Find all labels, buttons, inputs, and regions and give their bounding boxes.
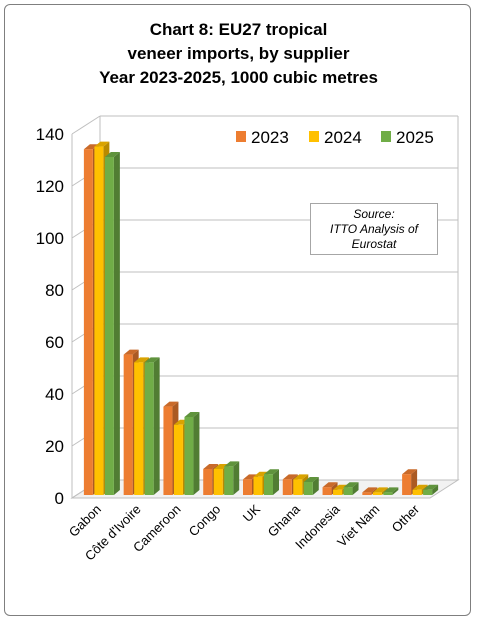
bar-2024 — [94, 146, 104, 495]
legend-swatch-2025 — [381, 131, 391, 142]
bar-top-2025 — [303, 477, 319, 482]
bar-top-2023 — [402, 469, 418, 475]
y-tick-label: 60 — [45, 333, 64, 352]
bar-2023 — [163, 406, 173, 495]
bar-top-2024 — [94, 141, 110, 147]
bar-2023 — [322, 487, 332, 495]
bar-top-2023 — [243, 474, 258, 480]
bar-2025 — [184, 417, 194, 495]
bar-top-2025 — [264, 469, 279, 475]
chart-title-line-3: Year 2023-2025, 1000 cubic metres — [99, 68, 378, 87]
bar-2024 — [134, 362, 144, 495]
bar-top-2023 — [163, 401, 179, 407]
bar-2023 — [402, 474, 412, 495]
bar-2024 — [213, 469, 223, 495]
gridline-side — [71, 115, 101, 135]
bar-2024 — [412, 489, 422, 495]
bar-top-2024 — [213, 464, 229, 469]
legend-swatch-2024 — [309, 131, 319, 142]
bar-2024 — [253, 476, 263, 495]
bar-side-2025 — [113, 152, 120, 495]
bar-top-2024 — [134, 357, 150, 363]
bar-side-2025 — [153, 357, 160, 495]
bar-top-2024 — [293, 474, 309, 480]
source-annotation: Source: ITTO Analysis of Eurostat — [310, 203, 438, 255]
source-line-1: Source: — [353, 207, 395, 221]
bar-top-2024 — [372, 487, 388, 493]
bar-side-2025 — [352, 482, 359, 495]
y-tick-label: 100 — [36, 229, 64, 248]
bar-side-2025 — [193, 412, 200, 495]
bar-top-2024 — [253, 471, 269, 477]
x-tick-label: Viet Nam — [334, 502, 382, 550]
bar-top-2023 — [362, 487, 378, 493]
bar-2023 — [123, 354, 133, 495]
bar-top-2023 — [203, 464, 219, 469]
bar-top-2025 — [423, 484, 439, 490]
bar-2025 — [104, 157, 114, 495]
bar-2025 — [144, 362, 154, 495]
legend-label: 2024 — [324, 128, 362, 147]
bar-2023 — [83, 149, 93, 495]
bar-side-2025 — [432, 484, 439, 495]
bar-top-2025 — [343, 482, 359, 488]
bar-side-2025 — [392, 487, 399, 495]
bar-2024 — [333, 489, 343, 495]
y-tick-label: 80 — [45, 281, 64, 300]
y-tick-label: 40 — [45, 385, 64, 404]
y-tick-label: 0 — [55, 489, 64, 508]
y-tick-label: 20 — [45, 437, 64, 456]
bar-top-2024 — [412, 484, 428, 490]
bar-top-2023 — [322, 482, 338, 488]
legend-label: 2025 — [396, 128, 434, 147]
bar-top-2023 — [83, 144, 99, 150]
bar-2024 — [293, 479, 303, 495]
bar-side-2025 — [233, 461, 240, 495]
bar-top-2025 — [144, 357, 160, 363]
bar-2023 — [203, 469, 213, 495]
bar-top-2025 — [383, 487, 399, 493]
chart-title: Chart 8: EU27 tropical veneer imports, b… — [0, 18, 477, 90]
y-tick-label: 140 — [36, 125, 64, 144]
bar-2024 — [173, 424, 183, 495]
bar-top-2023 — [282, 474, 298, 480]
legend-label: 2023 — [251, 128, 289, 147]
bar-2025 — [423, 489, 433, 495]
source-line-2: ITTO Analysis of — [329, 222, 419, 236]
bar-2025 — [264, 474, 273, 495]
chart-title-line-2: veneer imports, by supplier — [127, 44, 350, 63]
bar-side-2025 — [312, 477, 319, 495]
bar-side-2025 — [273, 469, 279, 495]
bar-top-2025 — [224, 461, 240, 467]
bar-2025 — [383, 492, 393, 495]
bar-2024 — [372, 492, 382, 495]
source-line-3: Eurostat — [351, 237, 397, 251]
x-tick-label: Gabon — [66, 502, 104, 540]
bar-2023 — [282, 479, 292, 495]
x-tick-label: UK — [240, 501, 264, 525]
bar-2025 — [224, 466, 234, 495]
bar-top-2025 — [184, 412, 200, 417]
x-tick-label: Indonesia — [292, 501, 343, 552]
bar-2023 — [362, 492, 372, 495]
bar-2023 — [243, 479, 252, 495]
bar-2025 — [303, 482, 313, 495]
x-tick-label: Other — [389, 501, 423, 535]
legend-swatch-2023 — [236, 131, 246, 142]
y-tick-label: 120 — [36, 177, 64, 196]
chart-title-line-1: Chart 8: EU27 tropical — [149, 20, 328, 39]
bar-top-2024 — [333, 484, 349, 490]
bar-top-2025 — [104, 152, 120, 157]
x-tick-label: Ghana — [265, 501, 304, 540]
bar-top-2023 — [123, 349, 139, 355]
bar-2025 — [343, 487, 353, 495]
chart-frame — [4, 4, 471, 616]
x-tick-label: Congo — [186, 502, 224, 540]
